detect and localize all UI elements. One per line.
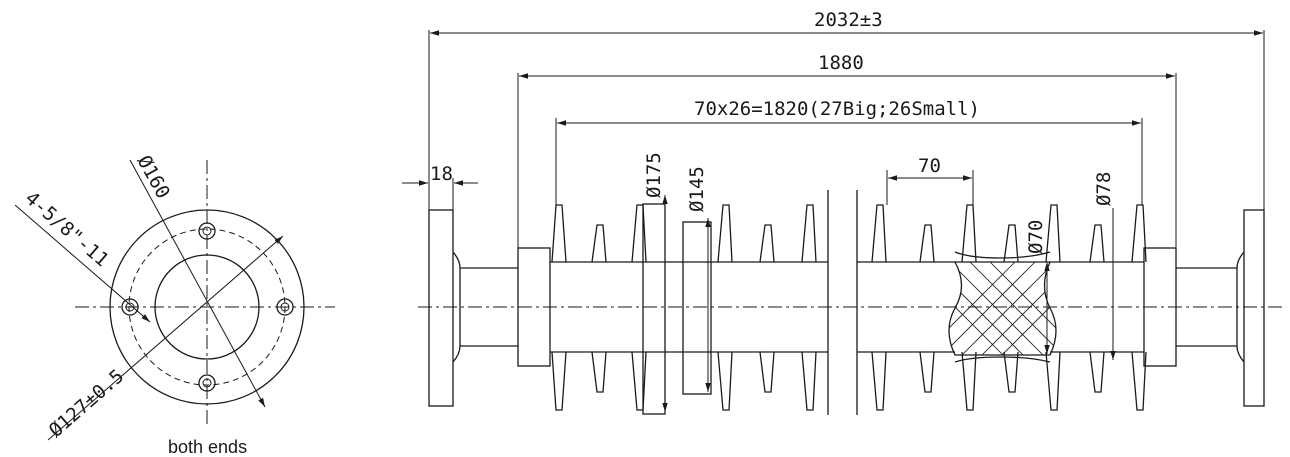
left-flange-plate	[428, 209, 454, 407]
sheath-top	[954, 251, 1051, 259]
bolt-hole-left	[121, 298, 139, 316]
right-fitting-sleeve	[1143, 247, 1177, 367]
bolt-hole-top	[198, 222, 216, 240]
shed	[1045, 204, 1061, 411]
left-fitting-body	[452, 251, 518, 363]
bolt-spec-leader	[14, 204, 151, 323]
core-crosshatch	[949, 262, 1056, 355]
shed-pitch-label: 70x26=1820(27Big;26Small)	[694, 98, 980, 120]
shed	[551, 204, 567, 411]
sheath-dia-label: Ø78	[1093, 172, 1115, 206]
pcd-dim-line	[47, 235, 284, 441]
shed	[1003, 224, 1019, 393]
pcd-label: Ø127±0.5	[45, 365, 129, 442]
shed	[1131, 204, 1147, 411]
shed	[961, 204, 977, 411]
shed	[871, 204, 887, 411]
small-shed-envelope	[682, 221, 712, 395]
insulator-side-view: 2032±3 1880 70x26=1820(27Big;26Small) 18…	[402, 9, 1284, 415]
flange-inner-circle	[154, 254, 260, 360]
bolt-hole-left-inner	[125, 302, 135, 312]
small-shed-label: Ø145	[686, 166, 708, 212]
bolt-hole-right-inner	[280, 302, 290, 312]
sheds-right	[871, 204, 1147, 411]
big-shed-envelope	[642, 203, 666, 415]
shed	[717, 204, 733, 411]
core-section-outline	[948, 261, 1057, 356]
insulation-length-label: 1880	[818, 52, 864, 74]
right-end-fitting	[1143, 209, 1265, 407]
shed	[1089, 224, 1105, 393]
core-dia-label: Ø70	[1025, 220, 1047, 254]
shed	[801, 204, 817, 411]
flange-outer-circle	[109, 209, 305, 405]
bolt-hole-right	[276, 298, 294, 316]
left-fitting-sleeve	[517, 247, 551, 367]
flange-end-view: Ø160 4-5/8"-11 Ø127±0.5 both ends	[14, 152, 335, 457]
shed	[591, 224, 607, 393]
sheds-left	[551, 203, 817, 415]
overall-length-label: 2032±3	[814, 9, 883, 31]
left-end-fitting	[428, 209, 551, 407]
big-shed-label: Ø175	[643, 152, 665, 198]
bolt-hole-bottom	[198, 374, 216, 392]
flange-thickness-label: 18	[430, 163, 453, 185]
shed	[631, 204, 647, 411]
bolt-holes	[121, 222, 294, 392]
bolt-hole-bottom-inner	[202, 378, 212, 388]
sheath-bottom	[954, 356, 1051, 363]
bolt-spec-label: 4-5/8"-11	[21, 187, 113, 271]
bolt-hole-top-inner	[202, 226, 212, 236]
shed-spacing-label: 70	[918, 155, 941, 177]
right-flange-plate	[1243, 209, 1265, 407]
shed	[759, 224, 775, 393]
right-fitting-body	[1176, 251, 1245, 363]
both-ends-caption: both ends	[168, 437, 247, 457]
shed	[919, 224, 935, 393]
bolt-pitch-circle	[128, 228, 286, 386]
dia160-dim-line	[129, 159, 266, 408]
